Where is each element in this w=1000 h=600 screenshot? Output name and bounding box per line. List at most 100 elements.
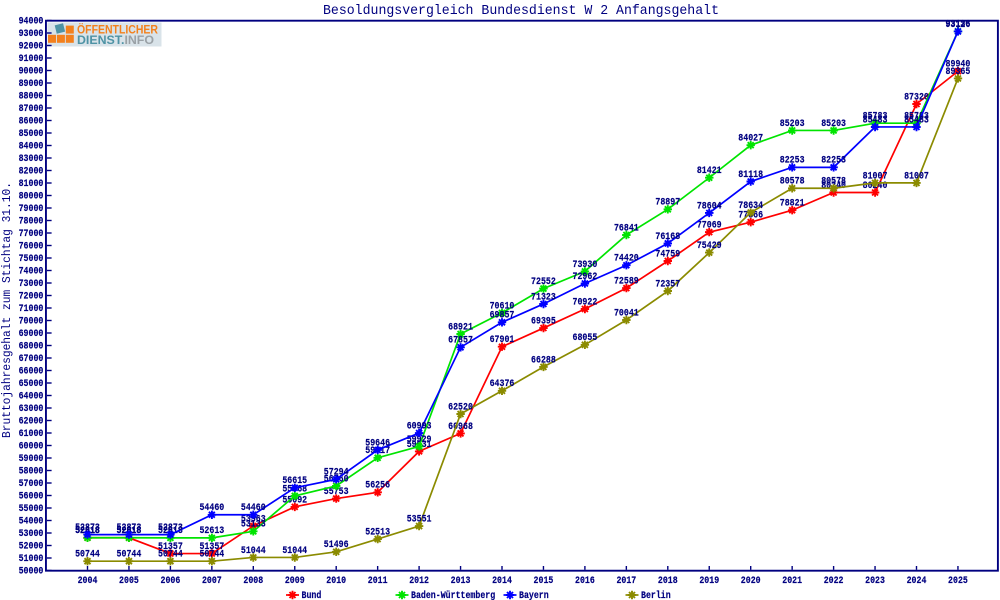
- svg-text:71000: 71000: [19, 304, 44, 315]
- svg-text:69395: 69395: [531, 316, 556, 327]
- svg-text:2017: 2017: [616, 576, 636, 587]
- svg-text:67901: 67901: [490, 335, 515, 346]
- svg-text:2019: 2019: [699, 576, 719, 587]
- svg-text:58000: 58000: [19, 467, 44, 478]
- svg-text:DIENST.INFO: DIENST.INFO: [77, 33, 154, 47]
- svg-text:77000: 77000: [19, 229, 44, 240]
- svg-text:93000: 93000: [19, 29, 44, 40]
- svg-text:91000: 91000: [19, 54, 44, 65]
- svg-text:65000: 65000: [19, 379, 44, 390]
- svg-text:60968: 60968: [448, 422, 473, 433]
- svg-text:62520: 62520: [448, 402, 473, 413]
- svg-text:85783: 85783: [863, 112, 888, 123]
- svg-text:68055: 68055: [573, 333, 598, 344]
- svg-text:ÖFFENTLICHER: ÖFFENTLICHER: [77, 21, 158, 36]
- svg-text:2013: 2013: [451, 576, 471, 587]
- svg-text:64376: 64376: [490, 379, 515, 390]
- svg-text:84000: 84000: [19, 142, 44, 153]
- svg-text:79000: 79000: [19, 204, 44, 215]
- svg-text:50000: 50000: [19, 567, 44, 578]
- svg-text:85483: 85483: [904, 115, 929, 126]
- svg-text:51496: 51496: [324, 540, 349, 551]
- svg-text:50744: 50744: [117, 550, 142, 561]
- svg-text:70922: 70922: [573, 297, 598, 308]
- svg-text:89365: 89365: [946, 67, 971, 78]
- svg-text:55753: 55753: [324, 487, 349, 498]
- svg-text:2009: 2009: [285, 576, 305, 587]
- svg-text:66288: 66288: [531, 355, 556, 366]
- svg-text:72552: 72552: [531, 277, 556, 288]
- svg-text:Besoldungsvergleich Bundesdien: Besoldungsvergleich Bundesdienst W 2 Anf…: [323, 3, 719, 19]
- svg-text:52873: 52873: [117, 523, 142, 534]
- svg-text:85203: 85203: [780, 119, 805, 130]
- svg-text:82000: 82000: [19, 167, 44, 178]
- svg-text:70041: 70041: [614, 308, 639, 319]
- svg-text:56615: 56615: [282, 476, 307, 487]
- svg-text:72962: 72962: [573, 272, 598, 283]
- svg-text:56256: 56256: [365, 481, 390, 492]
- svg-text:2018: 2018: [658, 576, 678, 587]
- svg-text:72589: 72589: [614, 277, 639, 288]
- svg-text:75429: 75429: [697, 241, 722, 252]
- svg-text:76841: 76841: [614, 223, 639, 234]
- svg-text:2025: 2025: [948, 576, 968, 587]
- svg-text:66000: 66000: [19, 367, 44, 378]
- svg-text:Bruttojahresgehalt zum Stichta: Bruttojahresgehalt zum Stichtag 31.10.: [0, 182, 14, 438]
- svg-text:81000: 81000: [19, 179, 44, 190]
- svg-text:74000: 74000: [19, 267, 44, 278]
- svg-text:64000: 64000: [19, 392, 44, 403]
- svg-text:55000: 55000: [19, 504, 44, 515]
- svg-text:81007: 81007: [904, 171, 929, 182]
- svg-text:52513: 52513: [365, 527, 390, 538]
- svg-text:53000: 53000: [19, 529, 44, 540]
- svg-text:50744: 50744: [75, 550, 100, 561]
- svg-text:2006: 2006: [161, 576, 181, 587]
- svg-text:82253: 82253: [780, 156, 805, 167]
- svg-text:78604: 78604: [697, 201, 722, 212]
- svg-text:85783: 85783: [904, 112, 929, 123]
- svg-text:52613: 52613: [199, 526, 224, 537]
- svg-text:81007: 81007: [863, 171, 888, 182]
- svg-text:93126: 93126: [946, 20, 971, 31]
- svg-text:68000: 68000: [19, 342, 44, 353]
- svg-text:57000: 57000: [19, 479, 44, 490]
- svg-text:78000: 78000: [19, 217, 44, 228]
- svg-text:Bund: Bund: [302, 590, 322, 600]
- svg-text:92000: 92000: [19, 42, 44, 53]
- svg-text:50744: 50744: [199, 550, 224, 561]
- svg-text:71323: 71323: [531, 292, 556, 303]
- svg-text:54460: 54460: [241, 503, 266, 514]
- svg-text:51357: 51357: [158, 542, 183, 553]
- svg-text:56000: 56000: [19, 492, 44, 503]
- svg-text:50744: 50744: [158, 550, 183, 561]
- svg-text:81421: 81421: [697, 166, 722, 177]
- svg-text:81118: 81118: [738, 170, 763, 181]
- svg-text:94000: 94000: [19, 17, 44, 28]
- svg-text:55092: 55092: [282, 495, 307, 506]
- svg-text:83000: 83000: [19, 154, 44, 165]
- svg-text:59929: 59929: [407, 435, 432, 446]
- svg-text:78897: 78897: [655, 198, 680, 209]
- svg-text:72357: 72357: [655, 279, 680, 290]
- svg-text:54460: 54460: [199, 503, 224, 514]
- svg-text:88000: 88000: [19, 92, 44, 103]
- svg-text:Baden-Württemberg: Baden-Württemberg: [411, 590, 495, 600]
- svg-text:54000: 54000: [19, 517, 44, 528]
- svg-text:93136: 93136: [946, 20, 971, 31]
- svg-text:73930: 73930: [573, 260, 598, 271]
- svg-text:2011: 2011: [368, 576, 388, 587]
- svg-text:51044: 51044: [282, 546, 307, 557]
- svg-text:90000: 90000: [19, 67, 44, 78]
- svg-text:51000: 51000: [19, 554, 44, 565]
- svg-text:2008: 2008: [243, 576, 263, 587]
- svg-text:70000: 70000: [19, 317, 44, 328]
- svg-text:67000: 67000: [19, 354, 44, 365]
- svg-text:67857: 67857: [448, 336, 473, 347]
- svg-text:59646: 59646: [365, 438, 390, 449]
- svg-text:61000: 61000: [19, 429, 44, 440]
- svg-text:80578: 80578: [780, 177, 805, 188]
- svg-text:2007: 2007: [202, 576, 222, 587]
- svg-text:73000: 73000: [19, 279, 44, 290]
- svg-text:87000: 87000: [19, 104, 44, 115]
- svg-text:60993: 60993: [407, 421, 432, 432]
